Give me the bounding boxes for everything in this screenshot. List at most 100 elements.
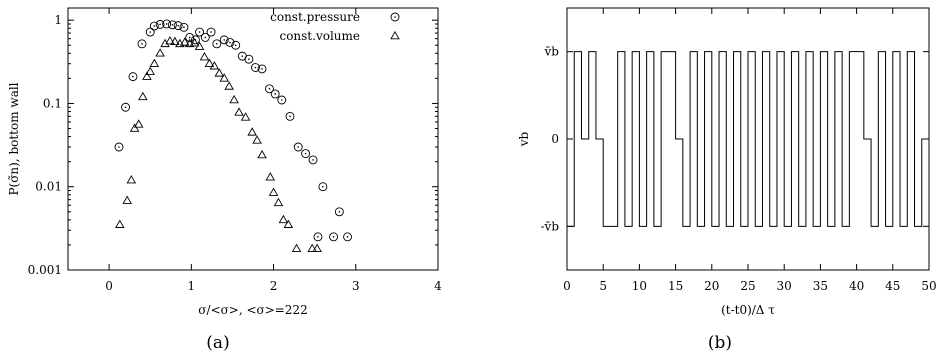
x-tick-label-b-2: 10 bbox=[632, 279, 647, 293]
data-marks-a bbox=[114, 19, 353, 252]
point-const-pressure-34 bbox=[334, 207, 344, 217]
point-const-pressure-18 bbox=[225, 38, 235, 47]
point-const-pressure-6 bbox=[155, 19, 165, 29]
legend-marker-const-volume bbox=[390, 30, 400, 40]
point-const-volume-32 bbox=[273, 197, 284, 207]
point-const-pressure-2 bbox=[128, 72, 138, 82]
point-const-pressure-3 bbox=[137, 39, 147, 49]
legend-label-const-volume: const.volume bbox=[279, 29, 360, 43]
x-tick-label-a-3: 3 bbox=[352, 279, 360, 293]
panel-label-b: (b) bbox=[708, 333, 732, 353]
point-const-volume-26 bbox=[240, 112, 251, 121]
point-const-pressure-26 bbox=[277, 95, 287, 105]
point-const-volume-14 bbox=[179, 37, 190, 46]
point-const-volume-27 bbox=[247, 127, 257, 136]
point-const-pressure-30 bbox=[308, 155, 318, 165]
point-const-pressure-0 bbox=[114, 142, 124, 152]
y-axis-label-a-wrap: P(σ̃n), bottom wall bbox=[7, 82, 21, 195]
legend-label-const-pressure: const.pressure bbox=[270, 10, 360, 24]
point-const-volume-28 bbox=[252, 135, 262, 144]
x-tick-label-b-1: 5 bbox=[599, 279, 607, 293]
point-const-volume-36 bbox=[307, 243, 317, 252]
point-const-pressure-31 bbox=[313, 232, 323, 242]
point-const-pressure-21 bbox=[244, 54, 254, 64]
y-tick-label-b-1: 0 bbox=[551, 132, 559, 146]
axis-ticks-b: 0 5 10 15 20 25 30 35 40 45 50 -v̄b 0 v̄b bbox=[540, 8, 936, 293]
step-line bbox=[567, 51, 929, 227]
y-axis-label-b: vb bbox=[517, 131, 531, 147]
y-tick-label-a-0: 0.001 bbox=[28, 263, 62, 277]
y-tick-label-b-0: -v̄b bbox=[540, 219, 559, 233]
point-const-pressure-19 bbox=[231, 40, 241, 50]
x-axis-label-b: (t-t0)/Δ τ bbox=[721, 303, 775, 317]
y-tick-label-b-2: v̄b bbox=[544, 45, 560, 59]
point-const-volume-37 bbox=[312, 243, 322, 252]
panel-label-a: (a) bbox=[206, 333, 229, 353]
y-axis-label-a: P(σ̃n), bottom wall bbox=[7, 82, 21, 195]
point-const-pressure-1 bbox=[121, 102, 131, 112]
point-const-pressure-33 bbox=[329, 232, 339, 242]
point-const-pressure-14 bbox=[200, 33, 210, 42]
point-const-pressure-35 bbox=[343, 232, 353, 242]
point-const-pressure-7 bbox=[162, 19, 172, 29]
x-tick-label-a-4: 4 bbox=[434, 279, 442, 293]
x-tick-label-b-10: 50 bbox=[921, 279, 936, 293]
point-const-pressure-15 bbox=[206, 27, 216, 37]
x-tick-label-b-4: 20 bbox=[704, 279, 719, 293]
y-tick-label-a-3: 1 bbox=[54, 13, 62, 27]
x-tick-label-b-9: 45 bbox=[885, 279, 900, 293]
point-const-volume-1 bbox=[122, 195, 132, 204]
point-const-pressure-24 bbox=[264, 84, 274, 94]
x-tick-label-b-7: 35 bbox=[813, 279, 828, 293]
point-const-volume-31 bbox=[268, 187, 279, 196]
point-const-volume-23 bbox=[224, 81, 234, 90]
point-const-volume-19 bbox=[204, 58, 215, 67]
point-const-pressure-29 bbox=[301, 149, 311, 159]
panel-b: 0 5 10 15 20 25 30 35 40 45 50-v̄b0v̄b (t-t0)/Δ τ … bbox=[517, 7, 936, 353]
x-tick-label-b-0: 0 bbox=[563, 279, 571, 293]
y-axis-label-b-wrap: vb bbox=[517, 131, 531, 147]
point-const-pressure-22 bbox=[251, 63, 260, 72]
legend-marker-const-pressure bbox=[390, 12, 400, 22]
point-const-volume-4 bbox=[133, 119, 144, 128]
point-const-pressure-13 bbox=[195, 27, 205, 37]
axis-ticks-a: 0 1 2 3 4 0.001 0.01 0.1 1 bbox=[28, 8, 442, 293]
point-const-volume-12 bbox=[170, 36, 180, 46]
point-const-pressure-28 bbox=[293, 142, 303, 152]
point-const-volume-17 bbox=[194, 41, 205, 50]
x-tick-label-b-3: 15 bbox=[668, 279, 683, 293]
point-const-pressure-9 bbox=[173, 21, 183, 31]
point-const-volume-10 bbox=[160, 38, 170, 48]
point-const-volume-16 bbox=[189, 38, 200, 47]
point-const-volume-21 bbox=[214, 68, 225, 77]
x-tick-label-a-2: 2 bbox=[270, 279, 278, 293]
point-const-pressure-10 bbox=[179, 22, 189, 32]
point-const-volume-22 bbox=[219, 73, 229, 82]
point-const-pressure-11 bbox=[185, 33, 195, 42]
point-const-volume-33 bbox=[278, 214, 289, 224]
y-tick-label-a-2: 0.1 bbox=[43, 96, 62, 110]
point-const-pressure-32 bbox=[318, 182, 328, 192]
x-tick-label-b-8: 40 bbox=[849, 279, 864, 293]
point-const-pressure-4 bbox=[145, 27, 155, 37]
x-tick-label-a-0: 0 bbox=[105, 279, 113, 293]
point-const-volume-24 bbox=[229, 94, 239, 104]
point-const-volume-29 bbox=[257, 149, 267, 159]
point-const-volume-2 bbox=[126, 175, 137, 184]
legend-a: const.pressure const.volume bbox=[270, 10, 400, 43]
point-const-pressure-27 bbox=[285, 111, 295, 121]
point-const-volume-6 bbox=[142, 71, 152, 80]
point-const-volume-35 bbox=[291, 243, 302, 252]
point-const-volume-18 bbox=[199, 52, 210, 61]
point-const-volume-15 bbox=[184, 38, 195, 48]
point-const-pressure-23 bbox=[257, 64, 267, 74]
point-const-volume-5 bbox=[138, 91, 148, 101]
point-const-volume-3 bbox=[129, 123, 140, 132]
point-const-pressure-17 bbox=[219, 35, 229, 45]
x-axis-label-a: σ/<σ>, <σ>=222 bbox=[198, 303, 307, 317]
point-const-volume-20 bbox=[209, 61, 220, 70]
point-const-pressure-25 bbox=[270, 89, 280, 99]
y-tick-label-a-1: 0.01 bbox=[35, 180, 62, 194]
panel-a: 0 1 2 3 4 0.001 0.01 0.1 1 const.pressure const.… bbox=[7, 7, 442, 353]
